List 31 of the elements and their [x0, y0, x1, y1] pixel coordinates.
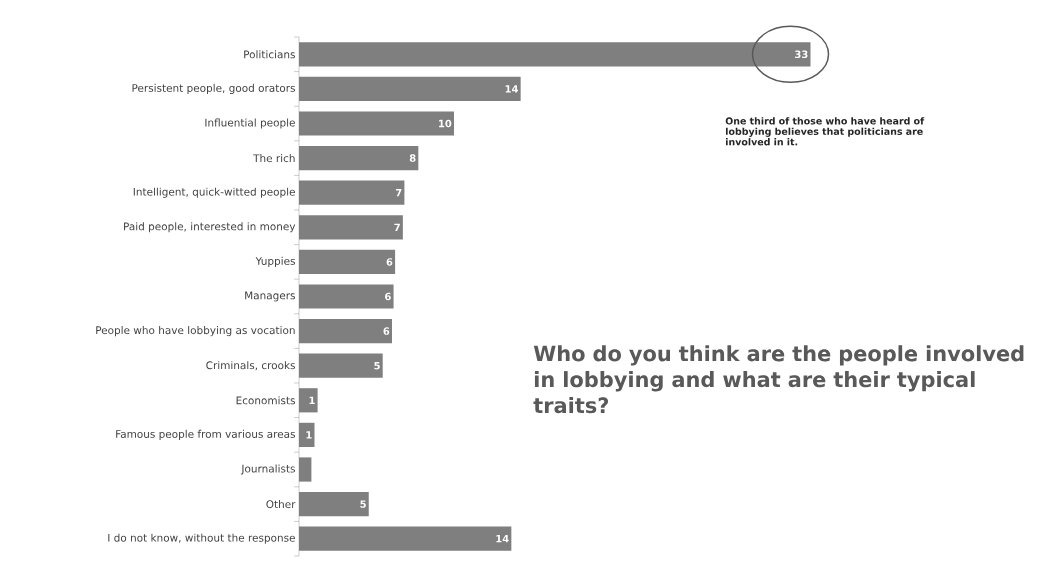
annotation: One third of those who have heard of lobbying believes that politicians are involved in it. [725, 117, 925, 146]
data-label: 14 [496, 535, 509, 543]
data-label: 5 [374, 362, 380, 370]
data-label: 6 [386, 258, 393, 266]
data-label: 8 [409, 154, 416, 162]
y-tick-label: Influential people [205, 118, 295, 129]
data-label: 6 [383, 327, 390, 335]
data-label: 7 [394, 223, 400, 231]
y-tick-label: Journalists [240, 464, 295, 475]
y-tick-label: Other [266, 500, 296, 509]
data-label: 33 [795, 50, 808, 59]
data-label: 1 [309, 396, 315, 404]
y-tick-label: Politicians [244, 50, 295, 59]
data-label: 6 [385, 292, 391, 301]
y-tick-label: I do not know, without the response [108, 533, 295, 544]
y-tick-label: Criminals, crooks [206, 361, 295, 371]
data-label: 5 [360, 500, 366, 508]
y-tick-label: People who have lobbying as vocation [96, 326, 295, 337]
data-label: 10 [439, 119, 452, 128]
data-label: 1 [306, 431, 312, 439]
y-tick-label: Economists [236, 396, 295, 405]
y-tick-label: Paid people, interested in money [124, 222, 296, 233]
y-tick-label: Yuppies [255, 256, 295, 267]
y-tick-label: Famous people from various areas [116, 429, 295, 440]
data-label: 14 [505, 85, 519, 93]
y-tick-label: Persistent people, good orators [132, 83, 295, 94]
data-label: 7 [395, 189, 402, 197]
y-tick-label: The rich [253, 154, 295, 163]
y-tick-label: Intelligent, quick-witted people [133, 187, 295, 198]
text: Who do you think are the people involved in lobbying and what are their typical traits? [533, 345, 1024, 414]
y-tick-label: Managers [245, 291, 295, 302]
